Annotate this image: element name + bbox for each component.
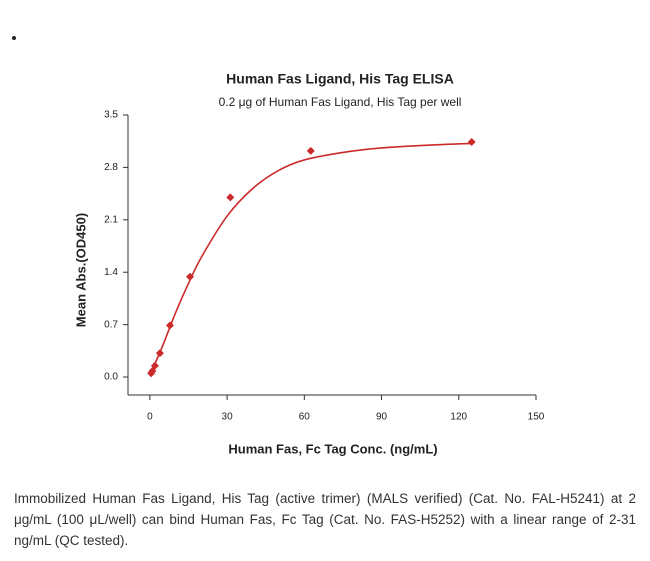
data-point	[306, 146, 315, 155]
data-point	[226, 193, 235, 202]
bullet	[12, 36, 16, 40]
y-tick-label: 0.7	[104, 319, 118, 330]
y-tick-label: 2.1	[104, 214, 118, 225]
data-point	[467, 137, 476, 146]
y-axis-label: Mean Abs.(OD450)	[73, 213, 88, 327]
x-axis-label: Human Fas, Fc Tag Conc. (ng/mL)	[228, 441, 437, 456]
chart: Human Fas Ligand, His Tag ELISA 0.2 μg o…	[12, 36, 545, 456]
x-tick-label: 150	[528, 412, 545, 423]
x-tick-label: 90	[376, 412, 388, 423]
y-tick-label: 2.8	[104, 162, 118, 173]
caption: Immobilized Human Fas Ligand, His Tag (a…	[14, 491, 636, 548]
x-tick-label: 60	[299, 412, 311, 423]
y-tick-label: 0.0	[104, 372, 118, 383]
fit-curve	[149, 142, 472, 376]
y-tick-label: 1.4	[104, 267, 118, 278]
chart-subtitle: 0.2 μg of Human Fas Ligand, His Tag per …	[219, 95, 462, 109]
x-tick-label: 120	[450, 412, 467, 423]
x-tick-label: 0	[147, 412, 153, 423]
y-tick-label: 3.5	[104, 110, 118, 121]
chart-title: Human Fas Ligand, His Tag ELISA	[226, 71, 454, 87]
x-tick-label: 30	[222, 412, 234, 423]
